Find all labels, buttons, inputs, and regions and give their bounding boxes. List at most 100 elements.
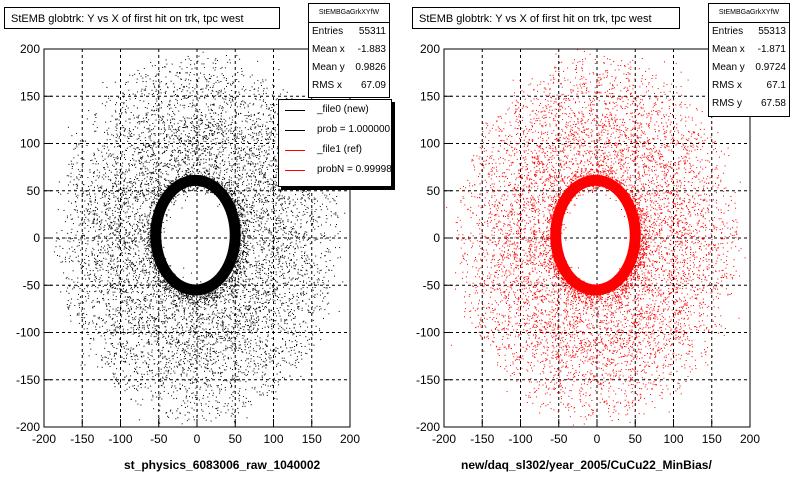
- scatter-point: [234, 153, 236, 155]
- scatter-point: [263, 292, 265, 294]
- scatter-point: [229, 381, 231, 383]
- scatter-point: [150, 370, 152, 372]
- scatter-point: [122, 194, 124, 196]
- scatter-point: [109, 232, 111, 234]
- scatter-point: [240, 344, 242, 346]
- scatter-point: [231, 326, 233, 328]
- scatter-point: [207, 292, 209, 294]
- scatter-point: [303, 211, 305, 213]
- scatter-point: [244, 273, 246, 275]
- scatter-point: [254, 127, 256, 129]
- scatter-point: [112, 335, 114, 337]
- scatter-point: [136, 371, 138, 373]
- scatter-point: [247, 309, 248, 311]
- scatter-point: [274, 294, 276, 296]
- scatter-point: [183, 295, 185, 297]
- scatter-point: [72, 260, 74, 262]
- scatter-point: [313, 283, 315, 285]
- scatter-point: [306, 260, 308, 262]
- scatter-point: [217, 295, 219, 297]
- scatter-point: [152, 201, 154, 203]
- scatter-point: [266, 133, 268, 135]
- scatter-point: [209, 152, 211, 154]
- scatter-point: [130, 260, 131, 262]
- scatter-point: [236, 163, 238, 165]
- scatter-point: [132, 240, 134, 242]
- scatter-point: [118, 220, 120, 222]
- scatter-point: [236, 363, 238, 365]
- scatter-point: [115, 174, 117, 176]
- scatter-point: [219, 126, 221, 128]
- scatter-point: [215, 161, 217, 163]
- scatter-point: [236, 272, 238, 273]
- scatter-point: [148, 318, 150, 319]
- scatter-point: [145, 160, 147, 162]
- scatter-point: [234, 313, 236, 315]
- scatter-point: [171, 336, 173, 338]
- scatter-point: [136, 223, 138, 225]
- scatter-point: [246, 325, 248, 327]
- scatter-point: [188, 106, 190, 107]
- scatter-point: [145, 272, 147, 274]
- scatter-point: [155, 272, 157, 274]
- scatter-point: [141, 215, 143, 216]
- scatter-point: [243, 167, 244, 169]
- scatter-point: [262, 177, 264, 179]
- scatter-point: [271, 326, 273, 327]
- scatter-point: [116, 124, 118, 126]
- scatter-point: [302, 300, 304, 301]
- scatter-point: [192, 295, 194, 297]
- scatter-point: [158, 142, 160, 144]
- scatter-point: [231, 337, 233, 339]
- scatter-point: [119, 123, 121, 125]
- scatter-point: [207, 363, 209, 365]
- scatter-point: [224, 170, 226, 172]
- scatter-point: [213, 178, 215, 180]
- scatter-point: [188, 338, 190, 340]
- scatter-point: [215, 340, 217, 342]
- scatter-point: [234, 300, 236, 302]
- scatter-point: [295, 240, 297, 242]
- scatter-point: [247, 229, 248, 231]
- scatter-point: [223, 340, 225, 342]
- scatter-point: [275, 194, 277, 195]
- scatter-point: [318, 278, 320, 280]
- scatter-point: [207, 298, 208, 300]
- scatter-point: [144, 94, 145, 96]
- scatter-point: [222, 159, 224, 161]
- scatter-point: [145, 306, 147, 308]
- scatter-point: [232, 292, 234, 294]
- scatter-point: [265, 359, 267, 361]
- scatter-point: [97, 243, 99, 245]
- scatter-point: [173, 138, 175, 140]
- scatter-point: [148, 277, 150, 279]
- scatter-point: [225, 331, 227, 333]
- scatter-point: [122, 330, 124, 332]
- scatter-point: [177, 323, 179, 325]
- scatter-point: [252, 163, 254, 165]
- scatter-point: [205, 116, 206, 118]
- scatter-point: [127, 280, 129, 282]
- scatter-point: [154, 272, 156, 274]
- scatter-point: [249, 305, 250, 307]
- scatter-point: [87, 297, 89, 299]
- scatter-point: [95, 286, 97, 288]
- scatter-point: [105, 314, 107, 316]
- scatter-point: [269, 294, 271, 295]
- scatter-point: [250, 242, 252, 244]
- scatter-point: [261, 218, 263, 220]
- scatter-point: [268, 114, 270, 116]
- scatter-point: [141, 310, 143, 312]
- scatter-point: [171, 125, 173, 127]
- scatter-point: [94, 158, 96, 160]
- scatter-point: [134, 179, 135, 180]
- scatter-point: [124, 129, 126, 131]
- scatter-point: [289, 327, 291, 329]
- scatter-point: [205, 298, 207, 299]
- scatter-point: [121, 209, 122, 211]
- scatter-point: [223, 328, 225, 330]
- scatter-point: [275, 223, 277, 224]
- scatter-point: [78, 242, 80, 244]
- scatter-point: [142, 219, 144, 221]
- scatter-point: [263, 316, 264, 318]
